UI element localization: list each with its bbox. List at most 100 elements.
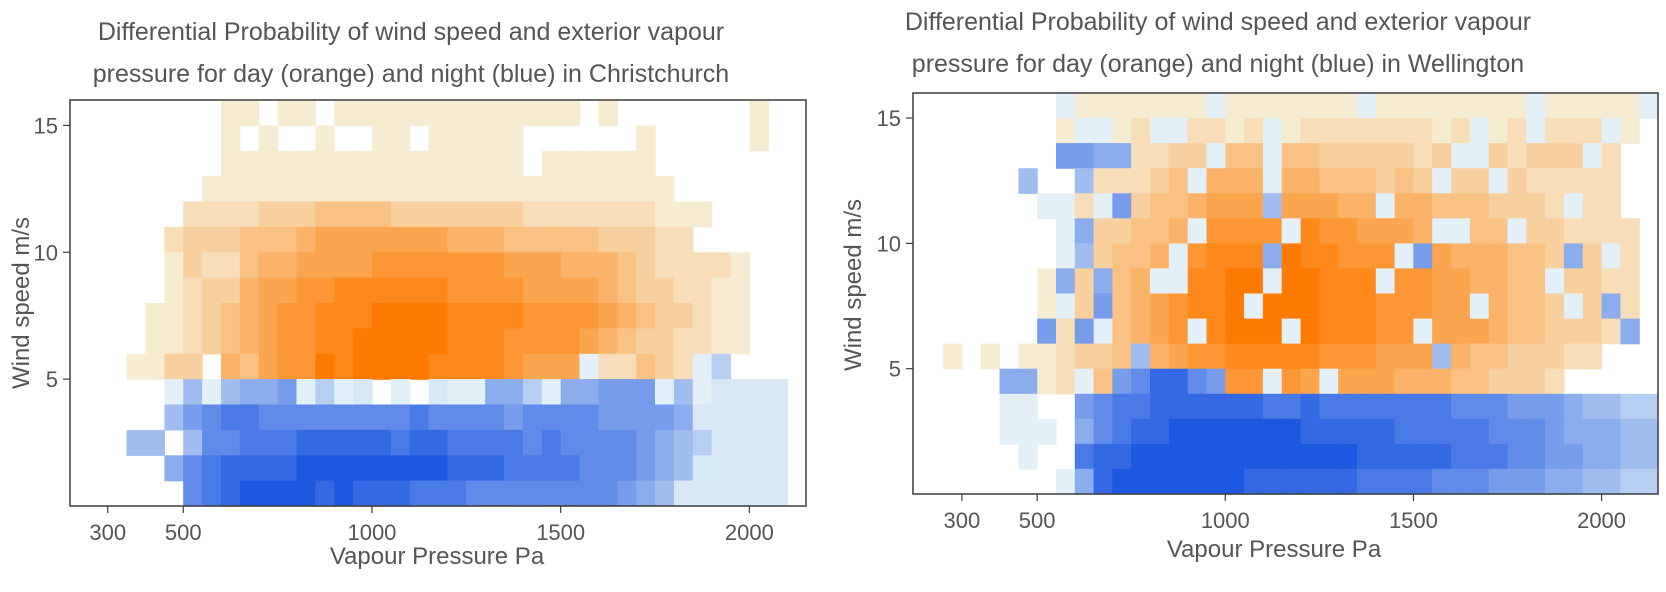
- wellington-heatmap-cell: [1545, 368, 1565, 395]
- wellington-heatmap-cell: [1526, 343, 1546, 370]
- wellington-heatmap-cell: [1244, 268, 1264, 295]
- christchurch-heatmap-cell: [390, 480, 411, 507]
- christchurch-heatmap-cell: [447, 100, 467, 126]
- christchurch-heatmap-cell: [371, 303, 392, 329]
- christchurch-heatmap-cell: [428, 328, 449, 355]
- wellington-heatmap-cell: [1225, 343, 1245, 370]
- christchurch-heatmap-cell: [239, 480, 260, 507]
- christchurch-heatmap-cell: [334, 277, 354, 304]
- christchurch-heatmap-cell: [258, 328, 279, 355]
- wellington-heatmap-cell: [1563, 118, 1584, 144]
- wellington-heatmap-cell: [1262, 293, 1283, 320]
- wellington-heatmap-cell: [1150, 418, 1170, 445]
- wellington-heatmap-cell: [1469, 143, 1490, 169]
- christchurch-heatmap-cell: [353, 150, 373, 177]
- christchurch-heatmap-cell: [277, 100, 298, 126]
- christchurch-heatmap-cell: [598, 404, 618, 431]
- wellington-heatmap-cell: [1413, 468, 1433, 495]
- wellington-heatmap-cell: [1488, 168, 1509, 194]
- wellington-heatmap-cell: [1187, 468, 1208, 495]
- wellington-heatmap-cell: [1507, 293, 1527, 320]
- christchurch-heatmap-cell: [617, 176, 637, 203]
- christchurch-plot-area: [126, 100, 788, 507]
- wellington-heatmap-cell: [1262, 218, 1283, 244]
- wellington-heatmap-cell: [1168, 368, 1189, 395]
- christchurch-heatmap-cell: [466, 125, 486, 152]
- christchurch-heatmap-cell: [353, 176, 373, 203]
- christchurch-heatmap-cell: [560, 176, 581, 203]
- christchurch-heatmap-cell: [277, 176, 298, 203]
- wellington-heatmap-cell: [1394, 193, 1414, 219]
- christchurch-heatmap-cell: [598, 379, 618, 406]
- wellington-heatmap-cell: [1432, 193, 1452, 219]
- christchurch-heatmap-cell: [617, 480, 637, 507]
- christchurch-heatmap-cell: [315, 429, 335, 456]
- christchurch-heatmap-cell: [673, 353, 694, 380]
- christchurch-heatmap-cell: [617, 150, 637, 177]
- wellington-heatmap-cell: [1338, 343, 1358, 370]
- christchurch-heatmap-cell: [202, 226, 222, 253]
- wellington-heatmap-cell: [1206, 318, 1226, 345]
- christchurch-heatmap-cell: [164, 277, 184, 304]
- wellington-heatmap-cell: [1244, 443, 1264, 470]
- christchurch-heatmap-cell: [673, 303, 694, 329]
- christchurch-heatmap-cell: [296, 176, 316, 203]
- christchurch-heatmap-cell: [315, 480, 335, 507]
- christchurch-heatmap-cell: [277, 277, 298, 304]
- christchurch-heatmap-cell: [315, 176, 335, 203]
- wellington-heatmap-cell: [1375, 93, 1396, 119]
- christchurch-y-tick-label: 5: [46, 367, 58, 392]
- wellington-heatmap-cell: [1037, 418, 1057, 445]
- wellington-heatmap-cell: [1187, 93, 1208, 119]
- wellington-heatmap-cell: [1225, 118, 1245, 144]
- wellington-heatmap-cell: [1375, 343, 1396, 370]
- wellington-heatmap-cell: [1093, 443, 1113, 470]
- christchurch-heatmap-cell: [522, 455, 543, 482]
- christchurch-heatmap-cell: [164, 303, 184, 329]
- christchurch-heatmap-cell: [353, 404, 373, 431]
- wellington-heatmap-cell: [1357, 293, 1377, 320]
- wellington-heatmap-cell: [1225, 218, 1245, 244]
- wellington-heatmap-cell: [1056, 193, 1076, 219]
- wellington-heatmap-cell: [1601, 293, 1621, 320]
- wellington-heatmap-cell: [1168, 243, 1189, 270]
- wellington-heatmap-cell: [1187, 218, 1208, 244]
- wellington-x-tick-label: 500: [1019, 508, 1056, 533]
- christchurch-heatmap-cell: [296, 429, 316, 456]
- christchurch-heatmap-cell: [221, 303, 241, 329]
- wellington-heatmap-cell: [1150, 343, 1170, 370]
- wellington-heatmap-cell: [1074, 118, 1095, 144]
- christchurch-heatmap-cell: [636, 480, 656, 507]
- wellington-heatmap-cell: [1018, 418, 1038, 445]
- christchurch-heatmap-cell: [579, 404, 599, 431]
- christchurch-heatmap-cell: [692, 455, 713, 482]
- christchurch-y-ticks: 5 10 15: [34, 113, 70, 392]
- wellington-title-line-1: Differential Probability of wind speed a…: [905, 8, 1531, 36]
- christchurch-heatmap-cell: [485, 201, 505, 228]
- wellington-heatmap-cell: [1413, 143, 1433, 169]
- wellington-heatmap-cell: [1262, 118, 1283, 144]
- wellington-heatmap-cell: [1639, 393, 1659, 420]
- wellington-heatmap-cell: [1112, 93, 1132, 119]
- christchurch-heatmap-cell: [221, 201, 241, 228]
- christchurch-heatmap-cell: [447, 353, 467, 380]
- christchurch-heatmap-cell: [239, 100, 260, 126]
- christchurch-heatmap-cell: [371, 328, 392, 355]
- christchurch-heatmap-cell: [315, 328, 335, 355]
- christchurch-title-line-1: Differential Probability of wind speed a…: [98, 18, 724, 46]
- wellington-y-tick-label: 15: [877, 106, 901, 131]
- wellington-heatmap-cell: [1469, 268, 1490, 295]
- christchurch-heatmap-cell: [428, 252, 449, 279]
- wellington-heatmap-cell: [1131, 93, 1151, 119]
- christchurch-heatmap-cell: [730, 303, 750, 329]
- wellington-heatmap-cell: [1074, 143, 1095, 169]
- wellington-heatmap-cell: [1413, 293, 1433, 320]
- christchurch-heatmap-cell: [485, 100, 505, 126]
- christchurch-heatmap-cell: [277, 201, 298, 228]
- wellington-heatmap-cell: [1639, 468, 1659, 495]
- christchurch-heatmap-cell: [560, 150, 581, 177]
- wellington-heatmap-cell: [1056, 468, 1076, 495]
- wellington-heatmap-cell: [1244, 218, 1264, 244]
- christchurch-heatmap-cell: [598, 252, 618, 279]
- christchurch-heatmap-cell: [409, 480, 430, 507]
